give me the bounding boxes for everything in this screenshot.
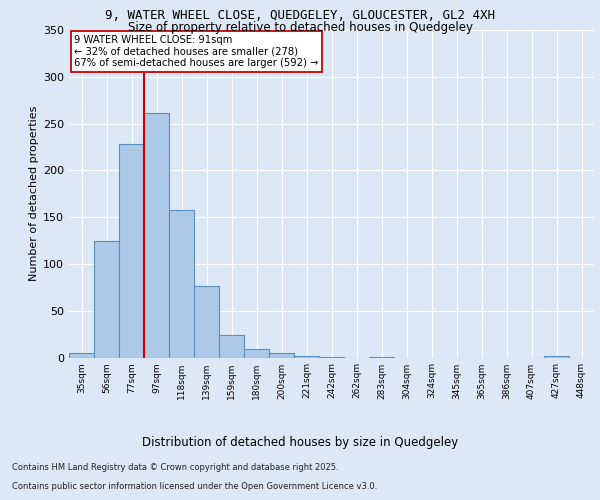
Text: Contains HM Land Registry data © Crown copyright and database right 2025.: Contains HM Land Registry data © Crown c… [12,464,338,472]
Bar [144,114,169,358]
Bar [219,335,244,357]
Text: Distribution of detached houses by size in Quedgeley: Distribution of detached houses by size … [142,436,458,449]
Bar [244,349,269,358]
Bar [169,210,194,358]
Bar [94,242,119,358]
Bar [319,356,344,358]
Bar [69,353,94,358]
Bar [544,356,569,358]
Text: 9 WATER WHEEL CLOSE: 91sqm
← 32% of detached houses are smaller (278)
67% of sem: 9 WATER WHEEL CLOSE: 91sqm ← 32% of deta… [74,35,319,68]
Text: Size of property relative to detached houses in Quedgeley: Size of property relative to detached ho… [128,21,473,34]
Text: 9, WATER WHEEL CLOSE, QUEDGELEY, GLOUCESTER, GL2 4XH: 9, WATER WHEEL CLOSE, QUEDGELEY, GLOUCES… [105,9,495,22]
Y-axis label: Number of detached properties: Number of detached properties [29,106,39,282]
Bar [269,353,294,358]
Bar [369,356,394,358]
Bar [294,356,319,358]
Text: Contains public sector information licensed under the Open Government Licence v3: Contains public sector information licen… [12,482,377,491]
Bar [119,144,144,358]
Bar [194,286,219,358]
